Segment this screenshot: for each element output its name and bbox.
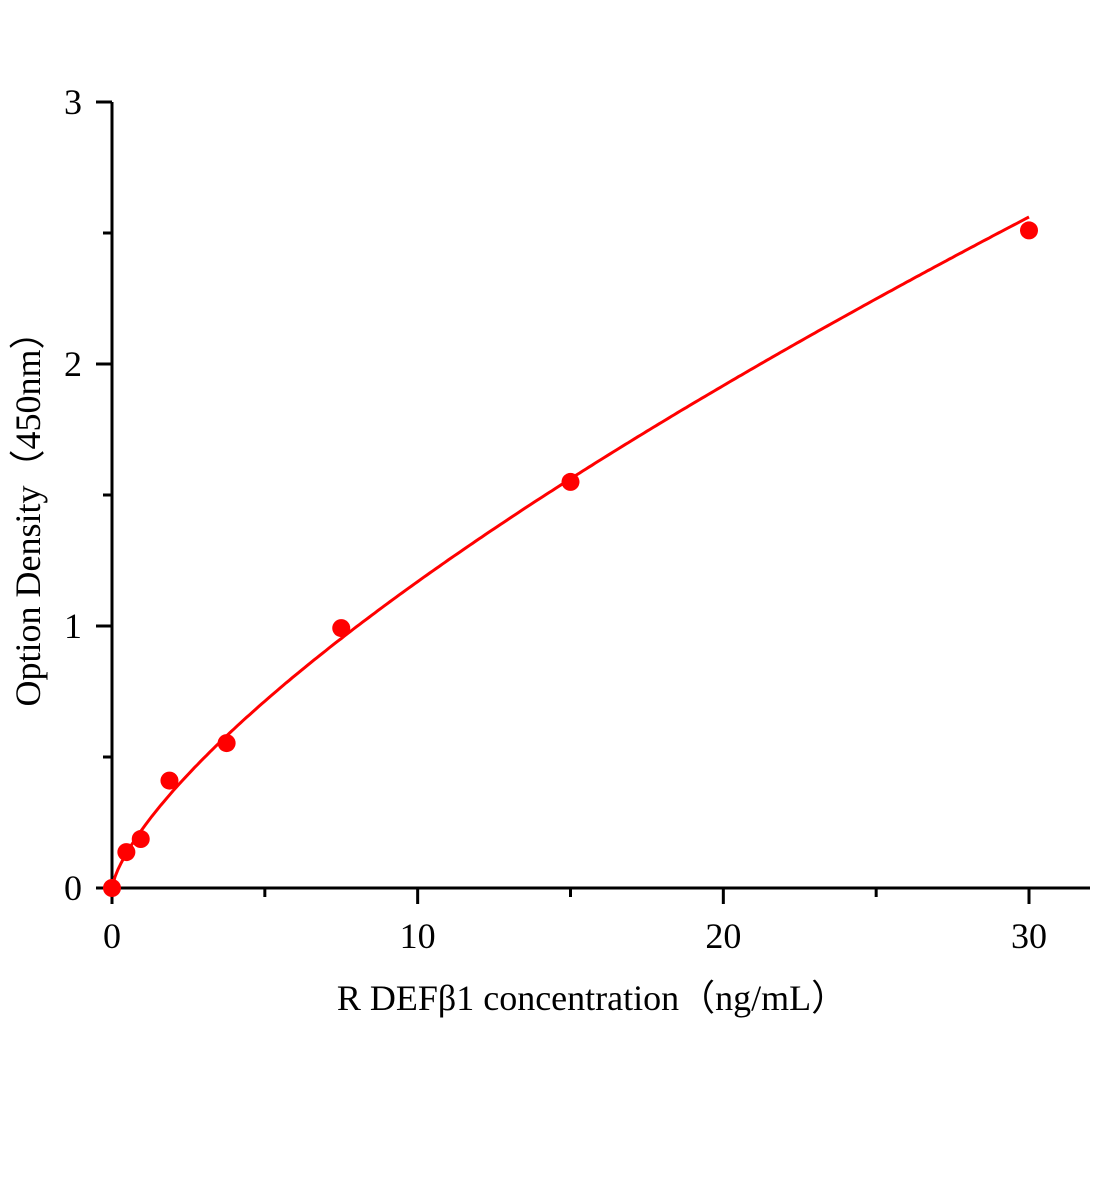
x-tick-label: 0 bbox=[103, 916, 121, 956]
y-tick-label: 0 bbox=[64, 868, 82, 908]
y-axis-label: Option Density（450nm） bbox=[8, 314, 48, 707]
x-tick-label: 20 bbox=[705, 916, 741, 956]
y-tick-label: 3 bbox=[64, 82, 82, 122]
data-point bbox=[131, 830, 150, 849]
data-point bbox=[332, 619, 351, 638]
data-point bbox=[561, 472, 580, 491]
axes: 0 10 20 30 0 1 2 3 bbox=[64, 82, 1090, 956]
data-point bbox=[217, 734, 236, 753]
y-tick-label: 2 bbox=[64, 344, 82, 384]
x-tick-label: 30 bbox=[1011, 916, 1047, 956]
y-tick-label: 1 bbox=[64, 606, 82, 646]
x-tick-label: 10 bbox=[400, 916, 436, 956]
data-point bbox=[160, 771, 179, 790]
data-point bbox=[1020, 221, 1038, 240]
x-axis-label: R DEFβ1 concentration（ng/mL） bbox=[337, 978, 847, 1018]
data-point bbox=[117, 843, 136, 862]
data-point bbox=[103, 879, 121, 897]
fit-curve bbox=[110, 215, 1030, 889]
data-points bbox=[103, 221, 1038, 897]
fit-curve-group bbox=[110, 215, 1030, 889]
